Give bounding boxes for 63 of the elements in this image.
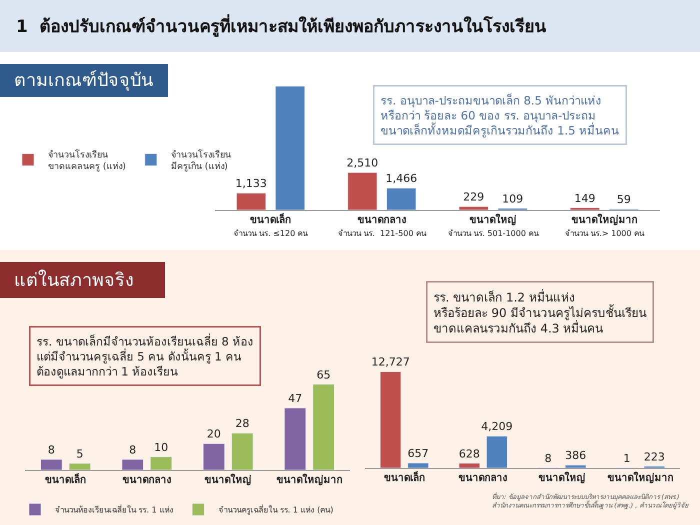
data-label: 8: [544, 452, 552, 465]
bar: [202, 443, 225, 470]
bar: [231, 432, 254, 470]
x-tick-label: ขนาดใหญ่มาก: [276, 473, 342, 486]
text: รร. ขนาดเล็กมีจำนวนห้องเรียนเฉลี่ย 8 ห้อง แต่มีจำนวนครูเฉลี่ย 5 คน ดังนั้นครู 1 คน ต้องดูแลมากกว่า 1 ห้องเรียน: [36, 334, 254, 378]
bar: [275, 86, 305, 210]
legend-label: จำนวนโรงเรียน ขาดแคลนครู (แห่ง): [48, 149, 126, 172]
bar: [312, 384, 335, 470]
data-label: 223: [644, 450, 665, 464]
data-label: 10: [154, 440, 168, 454]
data-label: 28: [235, 417, 250, 430]
data-label: 229: [463, 190, 484, 204]
chart-subtitle: ตามเกณฑ์ปัจจุบัน: [14, 70, 153, 91]
data-label: 59: [616, 193, 631, 206]
bar: [284, 408, 306, 470]
bar: [380, 371, 402, 468]
data-label: 149: [574, 192, 596, 205]
data-label: 47: [288, 392, 302, 406]
data-label: 1,133: [235, 177, 267, 190]
text: รร. ขนาดเล็ก 1.2 หมื่นแห่ง หรือร้อยละ 90 มีจำนวนครูไม่ครบชั้นเรียน ขาดแคลนรวมกันถึง 4.3 หมื่นคน: [434, 288, 646, 336]
x-tick-label: ขนาดเล็ก: [384, 470, 425, 484]
legend-label: จำนวนครูเฉลี่ยใน รร. 1 แห่ง (คน): [218, 504, 334, 516]
data-label: 8: [129, 443, 136, 456]
x-tick-label: ขนาดกลาง จำนวน นร. 121-500 คน: [338, 215, 427, 238]
x-tick-label: ขนาดกลาง: [458, 473, 508, 484]
bar: [386, 188, 416, 210]
legend-label: จำนวนห้องเรียนเฉลี่ยใน รร. 1 แห่ง: [55, 504, 174, 515]
data-label: 386: [565, 449, 586, 462]
x-tick-label: ขนาดกลาง: [122, 475, 172, 486]
bar: [458, 206, 489, 210]
x-tick-label: ขนาดเล็ก: [45, 472, 86, 486]
bar: [68, 463, 91, 470]
bar: [40, 459, 62, 470]
data-label: 1: [623, 452, 630, 465]
annotation: รร. อนุบาล-ประถมขนาดเล็ก 8.5 พันกว่าแห่ง หรือกว่า ร้อยละ 60 ของ รร. อนุบาล-ประถม ขนาดเล็กทั้งหมดมีครูเกินรวมกันถึง 1.5 หมื่นคน: [380, 92, 620, 138]
x-tick-label: ขนาดใหญ่: [538, 471, 586, 484]
bar: [122, 459, 144, 470]
bar: [458, 463, 480, 468]
x-tick-label: ขนาดใหญ่: [204, 473, 252, 486]
bar: [565, 464, 586, 468]
data-label: 109: [502, 192, 524, 206]
chart-title: แต่ในสภาพจริง: [14, 269, 134, 291]
bar: [236, 192, 266, 210]
data-label: 628: [458, 447, 480, 460]
legend-label: จำนวนโรงเรียน มีครูเกิน (แห่ง): [170, 149, 231, 172]
bar: [486, 436, 508, 468]
x-tick-label: ขนาดใหญ่มาก จำนวน นร.> 1000 คน: [564, 213, 645, 238]
bar: [408, 462, 429, 468]
bar: [150, 456, 172, 470]
data-label: 8: [48, 443, 55, 456]
data-label: 5: [76, 447, 84, 460]
data-label: 20: [206, 428, 221, 441]
data-label: 657: [408, 447, 429, 460]
data-label: 4,209: [481, 420, 513, 434]
chart-title: 1 ต้องปรับเกณฑ์จำนวนครูที่เหมาะสมให้เพียงพอกับภาระงานในโรงเรียน: [16, 14, 547, 38]
bar: [348, 172, 378, 210]
data-label: 2,510: [346, 156, 378, 170]
x-tick-label: ขนาดใหญ่ จำนวน นร. 501-1000 คน: [448, 213, 540, 238]
data-label: 12,727: [371, 356, 410, 369]
data-label: 1,466: [386, 172, 418, 186]
data-label: 65: [316, 368, 331, 382]
x-tick-label: ขนาดใหญ่มาก: [608, 471, 674, 484]
x-tick-label: ขนาดเล็ก จำนวน นร. ≤120 คน: [234, 212, 309, 238]
